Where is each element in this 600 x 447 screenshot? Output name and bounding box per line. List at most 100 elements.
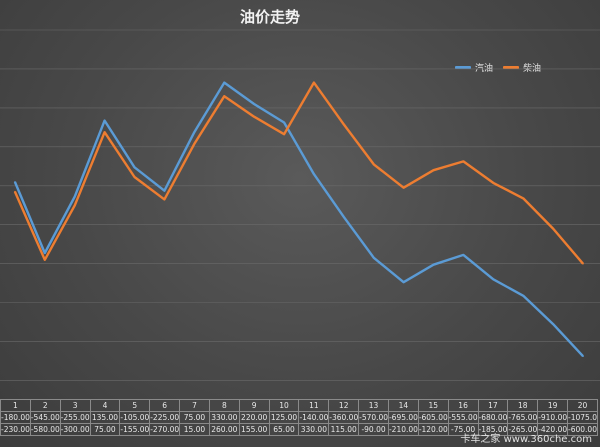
data-point — [372, 163, 375, 166]
table-cell: -570.00 — [358, 411, 389, 424]
data-point — [133, 176, 136, 178]
data-point — [73, 195, 76, 198]
data-point — [432, 263, 435, 266]
table-cell: 65.00 — [268, 423, 300, 436]
category-label: 6 — [149, 399, 181, 412]
table-cell: 125.00 — [268, 411, 300, 424]
plot-area — [0, 29, 600, 381]
data-point — [14, 190, 16, 193]
data-point — [313, 173, 315, 175]
table-cell: 75.00 — [179, 411, 210, 424]
category-label: 7 — [179, 399, 210, 412]
table-cell: -580.00 — [29, 423, 61, 436]
category-label: 12 — [328, 399, 360, 412]
data-point — [313, 81, 315, 84]
category-label: 11 — [298, 399, 330, 412]
category-label: 20 — [567, 399, 598, 412]
data-table: 1 2 3 4 5 6 7 8 9 10 11 12 13 14 15 16 17 18 19 20 -180.00 -5… — [0, 399, 598, 436]
table-cell: -180.00 — [0, 411, 31, 424]
table-cell: 330.00 — [208, 411, 240, 424]
table-cell: -600.00 — [567, 423, 598, 436]
data-point — [283, 121, 285, 124]
table-cell: -75.00 — [447, 423, 479, 436]
table-cell: -105.00 — [119, 411, 151, 424]
data-point — [582, 355, 584, 357]
category-label: 19 — [537, 399, 569, 412]
table-cell: -765.00 — [507, 411, 539, 424]
category-label: 17 — [477, 399, 509, 412]
data-point — [14, 181, 16, 183]
table-cell: -680.00 — [477, 411, 509, 424]
legend-swatch-gasoline — [455, 66, 471, 69]
category-label: 15 — [417, 399, 449, 412]
series-line-diesel — [13, 81, 584, 265]
category-label: 5 — [119, 399, 151, 412]
table-cell: -360.00 — [328, 411, 360, 424]
data-point — [492, 278, 495, 281]
table-cell: 220.00 — [238, 411, 270, 424]
data-point — [103, 119, 106, 122]
category-label: 2 — [29, 399, 61, 412]
table-row-diesel: -230.00 -580.00 -300.00 75.00 -155.00 -270.00… — [0, 423, 598, 436]
data-point — [462, 254, 465, 256]
watermark: 卡车之家 www.360che.com — [460, 434, 592, 445]
data-point — [343, 123, 345, 126]
data-point — [372, 257, 375, 259]
table-cell: -230.00 — [0, 423, 31, 436]
data-point — [402, 281, 405, 283]
table-header-row: 1 2 3 4 5 6 7 8 9 10 11 12 13 14 15 16 17 18 19 20 — [0, 399, 598, 412]
table-cell: -225.00 — [149, 411, 181, 424]
data-point — [223, 81, 226, 84]
data-point — [133, 166, 136, 169]
category-label: 13 — [358, 399, 389, 412]
data-point — [253, 103, 255, 105]
category-label: 9 — [238, 399, 270, 412]
table-cell: -545.00 — [29, 411, 61, 424]
legend-swatch-diesel — [503, 66, 520, 69]
data-point — [44, 258, 46, 261]
data-point — [283, 133, 285, 135]
data-point — [462, 160, 465, 163]
data-point — [522, 197, 525, 200]
data-point — [492, 182, 495, 184]
data-point — [522, 295, 525, 297]
category-label: 14 — [387, 399, 419, 412]
category-label: 16 — [447, 399, 479, 412]
data-point — [163, 189, 166, 192]
table-cell: 155.00 — [238, 423, 270, 436]
category-label: 8 — [208, 399, 240, 412]
data-point — [223, 95, 226, 98]
table-cell: -1075.00 — [567, 411, 598, 424]
table-row-gasoline: -180.00 -545.00 -255.00 135.00 -105.00 -225.0… — [0, 411, 598, 424]
category-label: 4 — [89, 399, 121, 412]
table-cell: 115.00 — [328, 423, 360, 436]
data-point — [253, 115, 255, 118]
data-point — [343, 216, 345, 218]
table-cell: -300.00 — [59, 423, 91, 436]
data-point — [552, 227, 554, 230]
table-cell: 260.00 — [208, 423, 240, 436]
category-label: 10 — [268, 399, 300, 412]
table-cell: -270.00 — [149, 423, 181, 436]
table-cell: -910.00 — [537, 411, 569, 424]
category-label: 18 — [507, 399, 539, 412]
data-point — [582, 262, 584, 265]
table-cell: -605.00 — [417, 411, 449, 424]
table-cell: -695.00 — [387, 411, 419, 424]
series-line-gasoline — [13, 81, 584, 358]
data-point — [432, 169, 435, 172]
data-point — [402, 186, 405, 189]
data-point — [73, 204, 76, 207]
data-point — [193, 143, 196, 145]
table-cell: 15.00 — [179, 423, 210, 436]
category-label: 3 — [59, 399, 91, 412]
table-cell: -555.00 — [447, 411, 479, 424]
category-label: 1 — [0, 399, 31, 412]
table-cell: -210.00 — [387, 423, 419, 436]
table-cell: 75.00 — [89, 423, 121, 436]
table-cell: -120.00 — [417, 423, 449, 436]
data-point — [103, 131, 106, 134]
table-cell: -140.00 — [298, 411, 330, 424]
table-cell: 135.00 — [89, 411, 121, 424]
table-cell: -90.00 — [358, 423, 389, 436]
